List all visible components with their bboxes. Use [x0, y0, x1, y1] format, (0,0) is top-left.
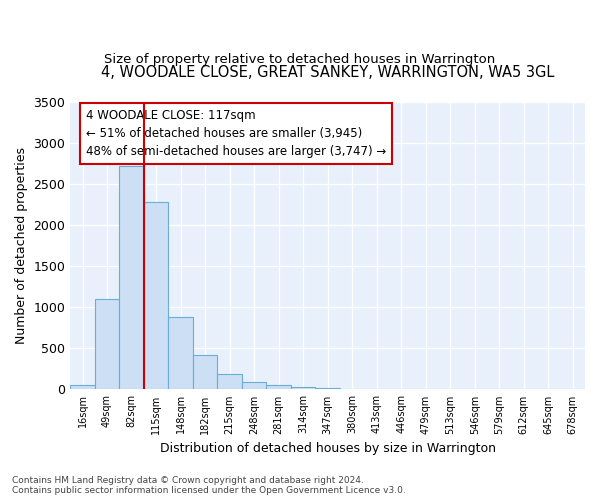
Bar — [242, 382, 266, 390]
Bar — [169, 317, 193, 390]
Bar — [340, 388, 364, 390]
Bar — [217, 374, 242, 390]
Title: 4, WOODALE CLOSE, GREAT SANKEY, WARRINGTON, WA5 3GL: 4, WOODALE CLOSE, GREAT SANKEY, WARRINGT… — [101, 65, 554, 80]
Bar — [95, 299, 119, 390]
Bar — [144, 202, 169, 390]
Bar — [193, 356, 217, 390]
Bar — [70, 385, 95, 390]
Bar — [119, 166, 144, 390]
Text: Size of property relative to detached houses in Warrington: Size of property relative to detached ho… — [104, 52, 496, 66]
Text: Contains HM Land Registry data © Crown copyright and database right 2024.
Contai: Contains HM Land Registry data © Crown c… — [12, 476, 406, 495]
Text: 4 WOODALE CLOSE: 117sqm
← 51% of detached houses are smaller (3,945)
48% of semi: 4 WOODALE CLOSE: 117sqm ← 51% of detache… — [86, 109, 386, 158]
Y-axis label: Number of detached properties: Number of detached properties — [15, 147, 28, 344]
Bar — [316, 388, 340, 390]
Bar — [266, 385, 291, 390]
X-axis label: Distribution of detached houses by size in Warrington: Distribution of detached houses by size … — [160, 442, 496, 455]
Bar — [291, 386, 316, 390]
